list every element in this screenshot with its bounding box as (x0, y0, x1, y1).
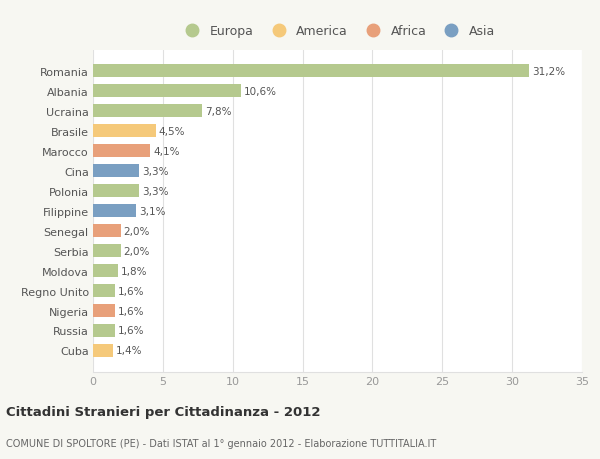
Text: 1,6%: 1,6% (118, 306, 145, 316)
Text: Cittadini Stranieri per Cittadinanza - 2012: Cittadini Stranieri per Cittadinanza - 2… (6, 405, 320, 419)
Text: 1,6%: 1,6% (118, 326, 145, 336)
Text: 1,4%: 1,4% (115, 346, 142, 356)
Bar (93, 224, 121, 238)
Bar (93, 85, 241, 98)
Text: 4,1%: 4,1% (153, 146, 179, 157)
Bar (93, 264, 118, 277)
Text: 1,8%: 1,8% (121, 266, 148, 276)
Bar (93, 185, 139, 198)
Text: 3,1%: 3,1% (139, 206, 166, 216)
Text: 2,0%: 2,0% (124, 226, 150, 236)
Bar (93, 165, 139, 178)
Text: 31,2%: 31,2% (532, 67, 565, 77)
Text: 7,8%: 7,8% (205, 106, 231, 117)
Bar (93, 105, 202, 118)
Text: 10,6%: 10,6% (244, 87, 277, 96)
Bar (93, 344, 113, 357)
Text: COMUNE DI SPOLTORE (PE) - Dati ISTAT al 1° gennaio 2012 - Elaborazione TUTTITALI: COMUNE DI SPOLTORE (PE) - Dati ISTAT al … (6, 438, 436, 448)
Bar (93, 304, 115, 317)
Bar (93, 285, 115, 297)
Bar (93, 325, 115, 337)
Bar (93, 205, 136, 218)
Bar (93, 65, 529, 78)
Bar (93, 145, 150, 158)
Text: 3,3%: 3,3% (142, 166, 169, 176)
Legend: Europa, America, Africa, Asia: Europa, America, Africa, Asia (176, 22, 499, 42)
Text: 3,3%: 3,3% (142, 186, 169, 196)
Text: 4,5%: 4,5% (158, 126, 185, 136)
Text: 1,6%: 1,6% (118, 286, 145, 296)
Bar (93, 125, 156, 138)
Bar (93, 245, 121, 257)
Text: 2,0%: 2,0% (124, 246, 150, 256)
